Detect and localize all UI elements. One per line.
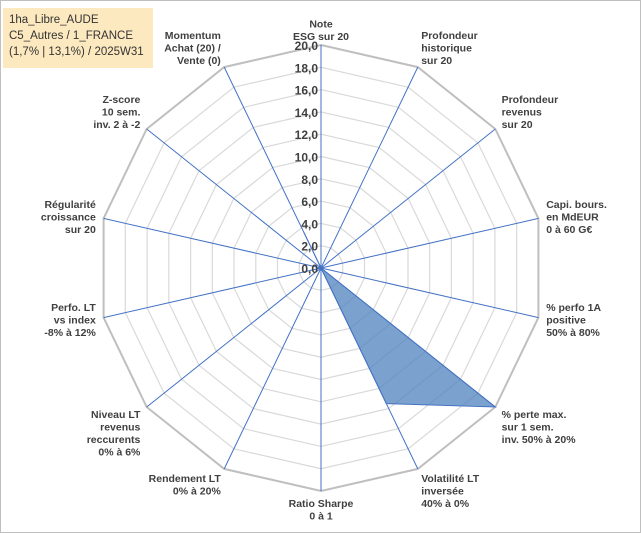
info-line-2: C5_Autres / 1_FRANCE — [9, 30, 133, 42]
axis-label: Niveau LT revenus reccurents 0% à 6% — [87, 409, 141, 459]
axis-spoke — [320, 217, 539, 269]
axis-label: Profondeur revenus sur 20 — [502, 94, 559, 131]
tick-label: 12,0 — [295, 128, 319, 142]
series-area — [303, 232, 497, 408]
axis-spoke — [146, 128, 322, 269]
axis-label: Note ESG sur 20 — [293, 19, 349, 44]
axis-label: % perfo 1A positive 50% à 80% — [546, 302, 601, 339]
axis-label: Rendement LT 0% à 20% — [149, 473, 222, 498]
tick-label: 2,0 — [301, 240, 318, 254]
axis-spoke — [320, 66, 419, 269]
tick-label: 8,0 — [301, 173, 318, 187]
axis-label: Volatilité LT inversée 40% à 0% — [421, 473, 480, 510]
tick-label: 10,0 — [295, 151, 319, 165]
axis-label: Momentum Achat (20) / Vente (0) — [164, 30, 221, 67]
axis-label: % perte max. sur 1 sem. inv. 50% à 20% — [502, 409, 577, 446]
axis-spoke — [320, 267, 539, 319]
axis-spoke — [223, 267, 322, 470]
axis-label: Capi. bours. en MdEUR 0 à 60 G€ — [546, 199, 607, 236]
axis-label: Z-score 10 sem. inv. 2 à -2 — [93, 94, 140, 131]
axis-label: Ratio Sharpe 0 à 1 — [289, 498, 354, 523]
tick-label: 0,0 — [301, 262, 318, 276]
tick-label: 6,0 — [301, 195, 318, 209]
tick-label: 20,0 — [295, 39, 319, 53]
tick-label: 16,0 — [295, 84, 319, 98]
tick-label: 14,0 — [295, 106, 319, 120]
axis-spoke — [103, 217, 322, 269]
axis-spoke — [320, 128, 496, 269]
axis-spoke — [103, 267, 322, 319]
info-line-1: 1ha_Libre_AUDE — [9, 14, 99, 26]
axis-label: Profondeur historique sur 20 — [421, 30, 478, 67]
axis-label: Régularité croissance sur 20 — [41, 199, 96, 236]
axis-spoke — [146, 267, 322, 408]
info-line-3: (1,7% | 13,1%) / 2025W31 — [9, 46, 144, 58]
tick-label: 18,0 — [295, 61, 319, 75]
tick-label: 4,0 — [301, 217, 318, 231]
axis-label: Perfo. LT vs index -8% à 12% — [44, 302, 96, 339]
info-box: 1ha_Libre_AUDE C5_Autres / 1_FRANCE (1,7… — [3, 8, 153, 68]
